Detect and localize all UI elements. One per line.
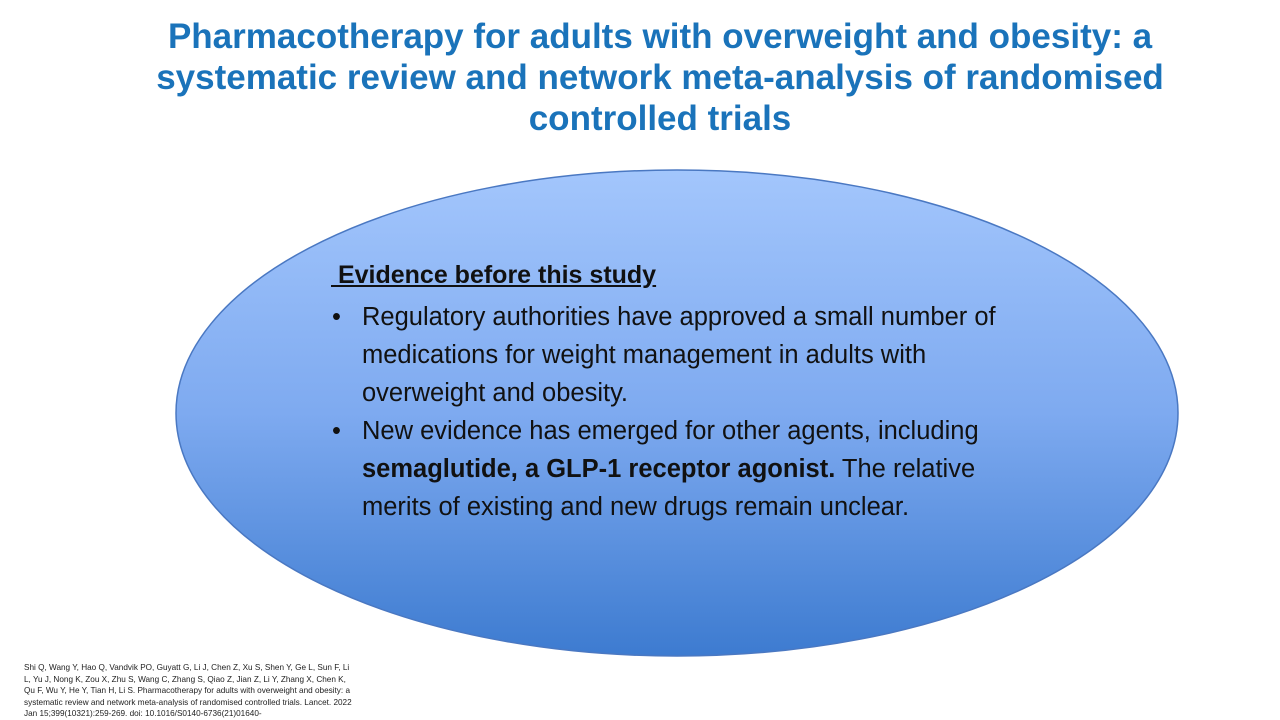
bullet: Regulatory authorities have approved a s…: [332, 298, 1022, 412]
bullet-text: New evidence has emerged for other agent…: [362, 417, 979, 445]
bullet: New evidence has emerged for other agent…: [332, 412, 1022, 526]
title-line: controlled trials: [528, 99, 792, 138]
bullet-text: The relative merits of existing and new …: [362, 455, 976, 521]
section-heading: Evidence before this study: [331, 261, 657, 289]
bullet-list: Regulatory authorities have approved a s…: [332, 298, 1022, 526]
title-line: systematic review and network meta-analy…: [156, 58, 1164, 97]
bullet-text: Regulatory authorities have approved a s…: [362, 303, 996, 407]
title-line: Pharmacotherapy for adults with overweig…: [167, 17, 1153, 56]
citation: Shi Q, Wang Y, Hao Q, Vandvik PO, Guyatt…: [24, 663, 352, 718]
slide-title: Pharmacotherapy for adults with overweig…: [40, 16, 1280, 139]
bullet-bold-text: semaglutide, a GLP-1 receptor agonist.: [362, 455, 836, 483]
